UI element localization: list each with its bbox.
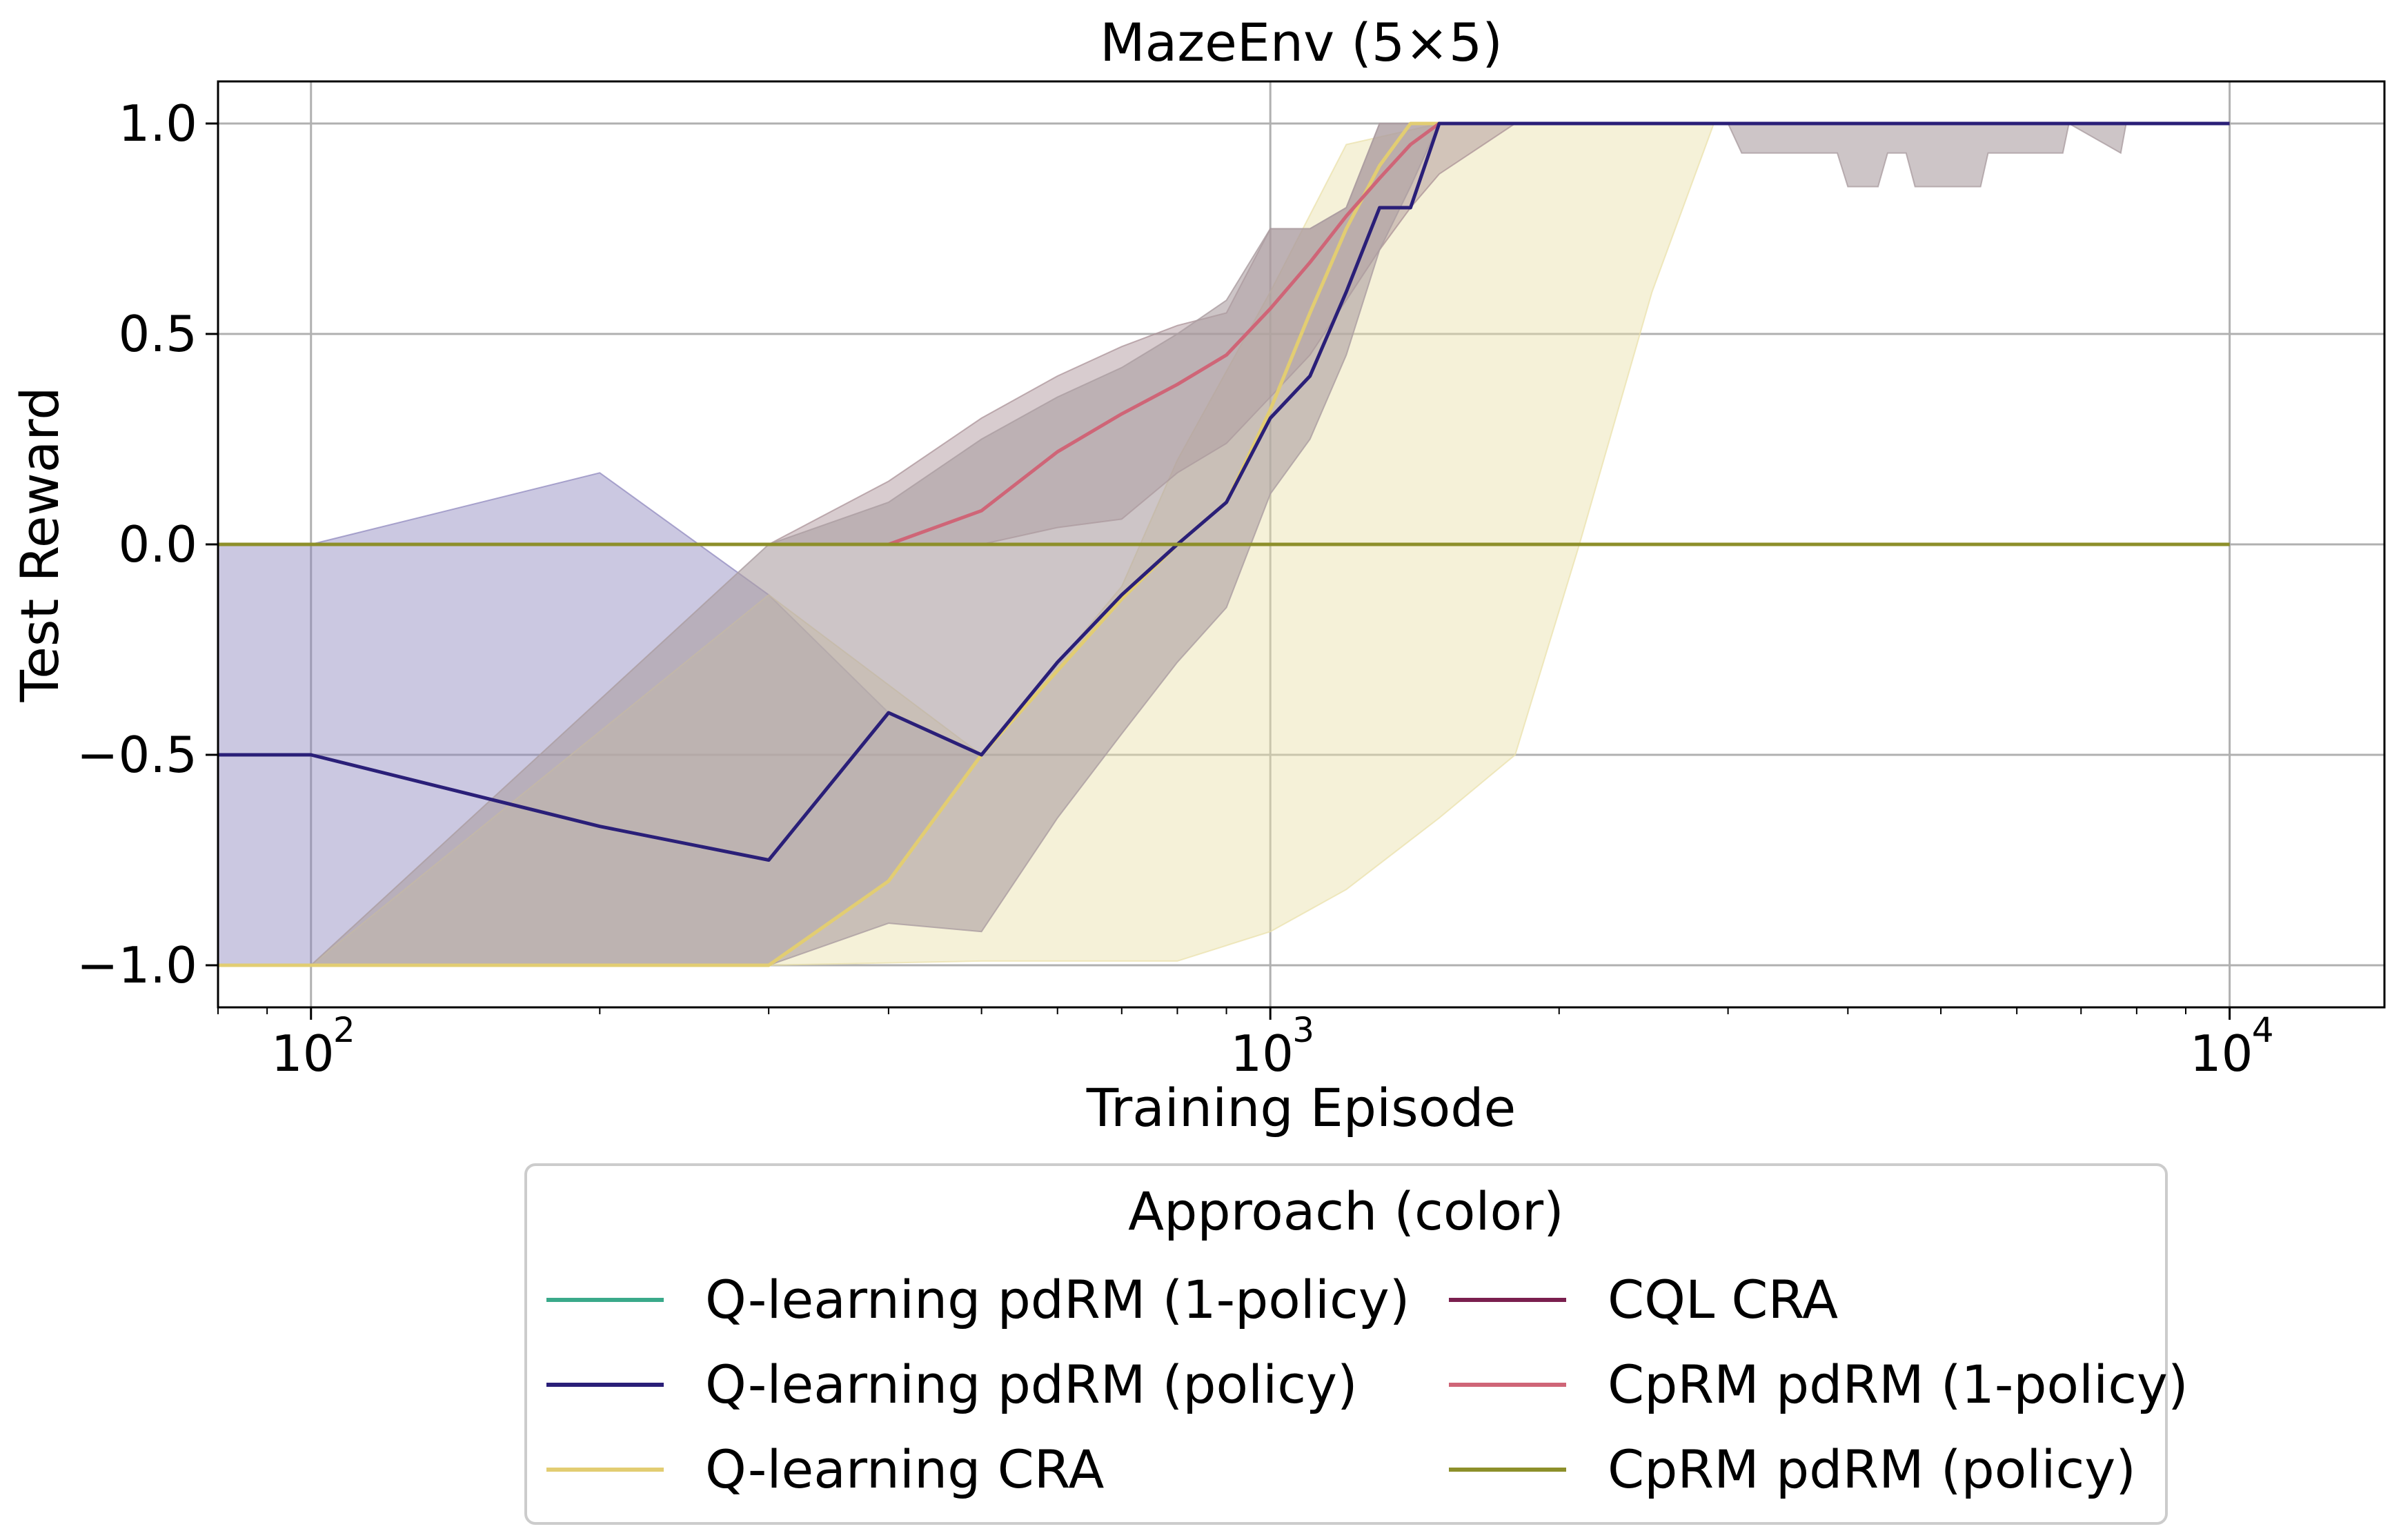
band-extra-1 — [1727, 122, 2127, 188]
legend-label: CpRM pdRM (1-policy) — [1608, 1354, 2188, 1415]
x-tick-label: 10 — [271, 1025, 335, 1083]
legend-label: Q-learning pdRM (policy) — [705, 1354, 1358, 1415]
line-series-1 — [218, 121, 2230, 862]
x-tick-label: 10 — [2190, 1025, 2253, 1083]
legend-label: CpRM pdRM (policy) — [1608, 1439, 2136, 1500]
legend-title: Approach (color) — [1128, 1181, 1564, 1242]
y-tick-label: 0.0 — [118, 515, 197, 573]
x-tick-label: 10 — [1230, 1025, 1294, 1083]
legend-frame — [524, 1163, 2168, 1525]
y-axis-label: Test Reward — [9, 387, 70, 703]
x-tick-exponent: 4 — [2252, 1010, 2274, 1050]
x-axis-label: Training Episode — [1086, 1077, 1516, 1138]
y-tick-label: −0.5 — [77, 726, 197, 784]
y-tick-label: 0.5 — [118, 305, 197, 363]
y-tick-label: 1.0 — [118, 95, 197, 152]
y-tick-label: −1.0 — [77, 936, 197, 994]
series-lines — [218, 121, 2230, 967]
x-tick-exponent: 2 — [333, 1010, 355, 1050]
legend-label: CQL CRA — [1608, 1269, 1838, 1330]
chart-title: MazeEnv (5×5) — [1100, 12, 1503, 73]
x-tick-exponent: 3 — [1292, 1010, 1314, 1050]
legend-label: Q-learning CRA — [705, 1439, 1104, 1500]
legend: Approach (color) Q-learning pdRM (1-poli… — [524, 1163, 2188, 1525]
legend-label: Q-learning pdRM (1-policy) — [705, 1269, 1410, 1330]
